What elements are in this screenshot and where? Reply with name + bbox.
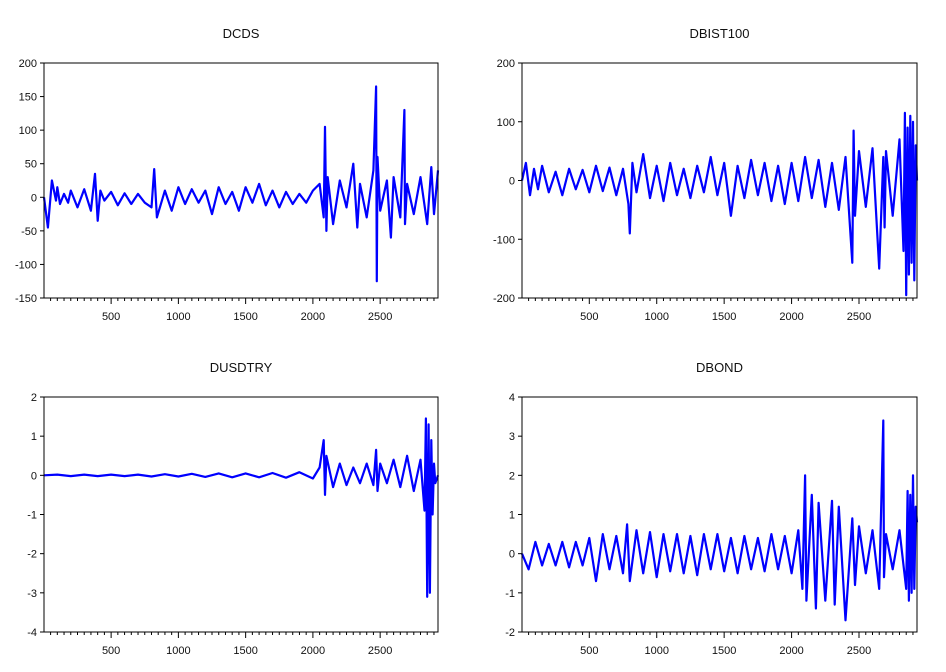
y-tick-label: -150 bbox=[15, 293, 37, 305]
x-tick-label: 1000 bbox=[644, 645, 668, 657]
y-tick-label: 200 bbox=[497, 58, 515, 70]
chart-title: DBOND bbox=[696, 360, 743, 375]
y-tick-label: 50 bbox=[25, 159, 37, 171]
x-tick-label: 2500 bbox=[847, 645, 871, 657]
y-tick-label: 100 bbox=[19, 125, 37, 137]
y-tick-label: 150 bbox=[19, 92, 37, 104]
y-tick-label: 0 bbox=[31, 192, 37, 204]
y-tick-label: -2 bbox=[27, 549, 37, 561]
x-tick-label: 2000 bbox=[301, 311, 325, 323]
y-tick-label: 1 bbox=[31, 431, 37, 443]
y-tick-label: -3 bbox=[27, 588, 37, 600]
y-tick-label: 4 bbox=[509, 392, 515, 404]
x-tick-label: 2000 bbox=[779, 645, 803, 657]
y-tick-label: -200 bbox=[493, 293, 515, 305]
y-tick-label: 0 bbox=[31, 470, 37, 482]
y-tick-label: -2 bbox=[505, 627, 515, 639]
x-tick-label: 500 bbox=[580, 645, 598, 657]
x-tick-label: 2500 bbox=[368, 311, 392, 323]
y-tick-label: 0 bbox=[509, 176, 515, 188]
plot-frame bbox=[43, 62, 439, 299]
y-tick-label: 2 bbox=[509, 470, 515, 482]
series-line bbox=[42, 85, 440, 283]
y-tick-label: 2 bbox=[31, 392, 37, 404]
series-line bbox=[43, 417, 440, 598]
x-tick-label: 1000 bbox=[644, 311, 668, 323]
chart-dbond: DBOND 4 3 2 1 0 -1 -2 500 1000 1500 2000 2500 bbox=[505, 360, 919, 657]
x-tick-label: 1000 bbox=[166, 311, 190, 323]
y-tick-label: 200 bbox=[19, 58, 37, 70]
x-tick-label: 1500 bbox=[712, 645, 736, 657]
x-tick-label: 1500 bbox=[233, 311, 257, 323]
x-tick-label: 500 bbox=[102, 645, 120, 657]
y-tick-label: 0 bbox=[509, 549, 515, 561]
plot-frame bbox=[43, 396, 439, 633]
x-tick-label: 2500 bbox=[368, 645, 392, 657]
series-line bbox=[520, 419, 919, 622]
chart-dusdtry: DUSDTRY 2 1 0 -1 -2 -3 -4 500 1000 1500 2000 2500 bbox=[27, 360, 440, 657]
y-tick-label: 1 bbox=[509, 510, 515, 522]
chart-title: DUSDTRY bbox=[210, 360, 273, 375]
y-tick-label: 3 bbox=[509, 431, 515, 443]
y-tick-label: -1 bbox=[505, 588, 515, 600]
y-tick-label: 100 bbox=[497, 117, 515, 129]
chart-title: DCDS bbox=[223, 26, 260, 41]
x-tick-label: 1000 bbox=[166, 645, 190, 657]
x-tick-label: 500 bbox=[580, 311, 598, 323]
y-tick-label: -50 bbox=[21, 226, 37, 238]
x-tick-label: 1500 bbox=[233, 645, 257, 657]
y-tick-label: -1 bbox=[27, 510, 37, 522]
chart-title: DBIST100 bbox=[690, 26, 750, 41]
y-tick-label: -4 bbox=[27, 627, 37, 639]
x-tick-label: 2000 bbox=[301, 645, 325, 657]
plot-frame bbox=[521, 396, 918, 633]
y-tick-label: -100 bbox=[15, 259, 37, 271]
x-tick-label: 2000 bbox=[779, 311, 803, 323]
x-tick-label: 2500 bbox=[847, 311, 871, 323]
x-tick-label: 500 bbox=[102, 311, 120, 323]
y-tick-label: -100 bbox=[493, 234, 515, 246]
series-line bbox=[520, 111, 919, 297]
x-tick-label: 1500 bbox=[712, 311, 736, 323]
